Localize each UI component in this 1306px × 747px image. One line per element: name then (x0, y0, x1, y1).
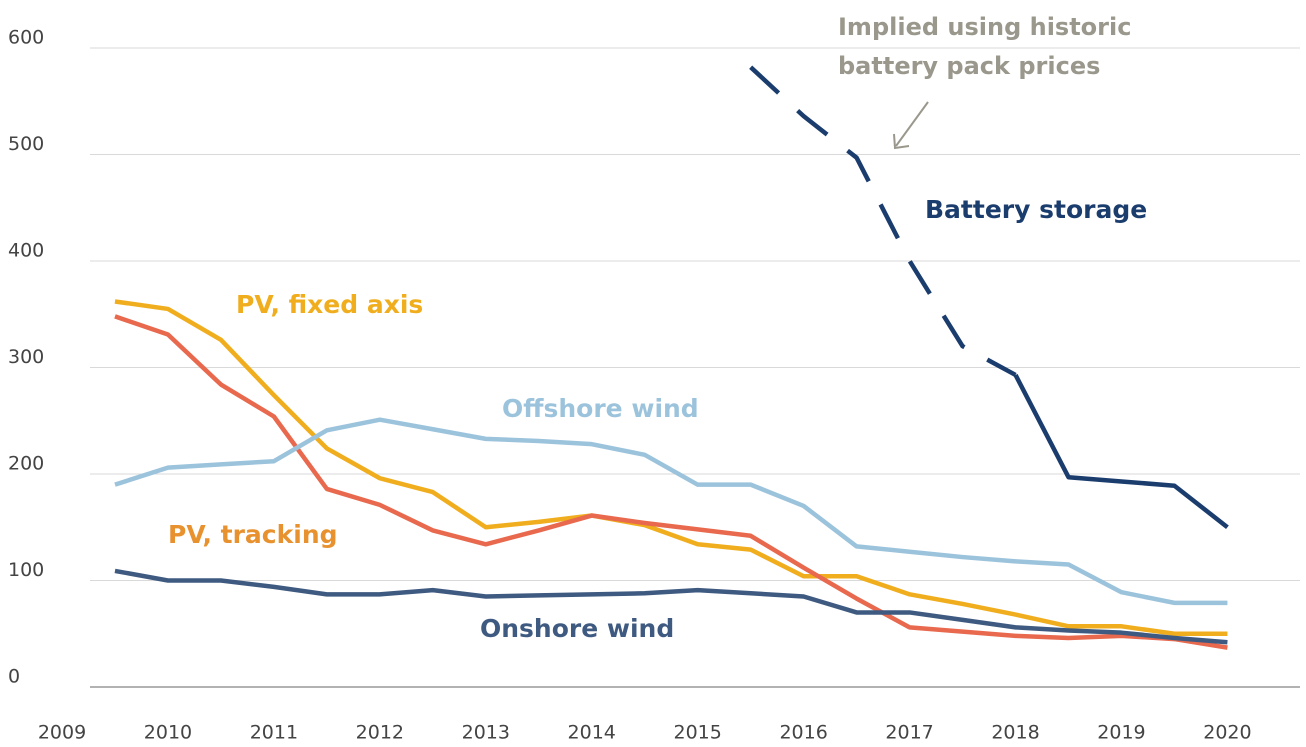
x-tick-label: 2010 (144, 722, 192, 744)
y-tick-label: 0 (8, 666, 20, 688)
series-line (114, 314, 1228, 650)
annotation-arrow (895, 101, 929, 147)
series-line (1013, 373, 1229, 530)
x-tick-label: 2011 (250, 722, 298, 744)
y-tick-label: 200 (8, 453, 44, 475)
series-label: PV, fixed axis (236, 290, 423, 319)
series-line (114, 568, 1228, 645)
series-label: Battery storage (925, 195, 1147, 224)
x-tick-label: 2016 (779, 722, 827, 744)
series-label: Offshore wind (502, 394, 699, 423)
annotation: Implied using historic (838, 13, 1131, 41)
x-tick-label: 2009 (38, 722, 86, 744)
series-label: Onshore wind (480, 614, 674, 643)
x-tick-label: 2020 (1203, 722, 1251, 744)
series-line (114, 299, 1228, 636)
series-line (114, 417, 1228, 606)
x-tick-label: 2018 (991, 722, 1039, 744)
series-label: PV, tracking (168, 520, 338, 549)
x-tick-label: 2019 (1097, 722, 1145, 744)
y-tick-label: 300 (8, 346, 44, 368)
y-tick-label: 500 (8, 133, 44, 155)
y-tick-label: 400 (8, 240, 44, 262)
x-tick-label: 2015 (674, 722, 722, 744)
x-tick-label: 2013 (462, 722, 510, 744)
annotation-arrow-head (893, 133, 910, 150)
x-tick-label: 2017 (885, 722, 933, 744)
y-tick-label: 100 (8, 559, 44, 581)
annotation: battery pack prices (838, 52, 1100, 80)
x-tick-label: 2014 (568, 722, 616, 744)
y-tick-label: 600 (8, 27, 44, 49)
x-tick-label: 2012 (356, 722, 404, 744)
series-line-dashed (749, 65, 1017, 377)
